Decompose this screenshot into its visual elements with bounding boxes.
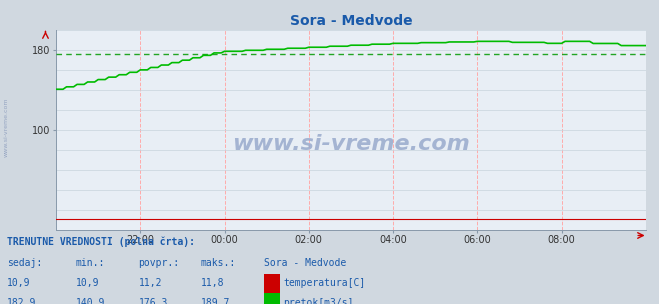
- Text: pretok[m3/s]: pretok[m3/s]: [283, 298, 354, 304]
- Text: TRENUTNE VREDNOSTI (polna črta):: TRENUTNE VREDNOSTI (polna črta):: [7, 236, 194, 247]
- Text: maks.:: maks.:: [201, 258, 236, 268]
- Text: povpr.:: povpr.:: [138, 258, 179, 268]
- Text: www.si-vreme.com: www.si-vreme.com: [4, 98, 9, 157]
- Text: www.si-vreme.com: www.si-vreme.com: [232, 134, 470, 154]
- Text: 11,8: 11,8: [201, 278, 225, 288]
- Text: 10,9: 10,9: [7, 278, 30, 288]
- Text: Sora - Medvode: Sora - Medvode: [264, 258, 346, 268]
- Text: 11,2: 11,2: [138, 278, 162, 288]
- Text: min.:: min.:: [76, 258, 105, 268]
- Text: 176,3: 176,3: [138, 298, 168, 304]
- Text: 140,9: 140,9: [76, 298, 105, 304]
- Text: 10,9: 10,9: [76, 278, 100, 288]
- Title: Sora - Medvode: Sora - Medvode: [289, 14, 413, 28]
- Text: 182,9: 182,9: [7, 298, 36, 304]
- Text: temperatura[C]: temperatura[C]: [283, 278, 366, 288]
- Text: 189,7: 189,7: [201, 298, 231, 304]
- Text: sedaj:: sedaj:: [7, 258, 42, 268]
